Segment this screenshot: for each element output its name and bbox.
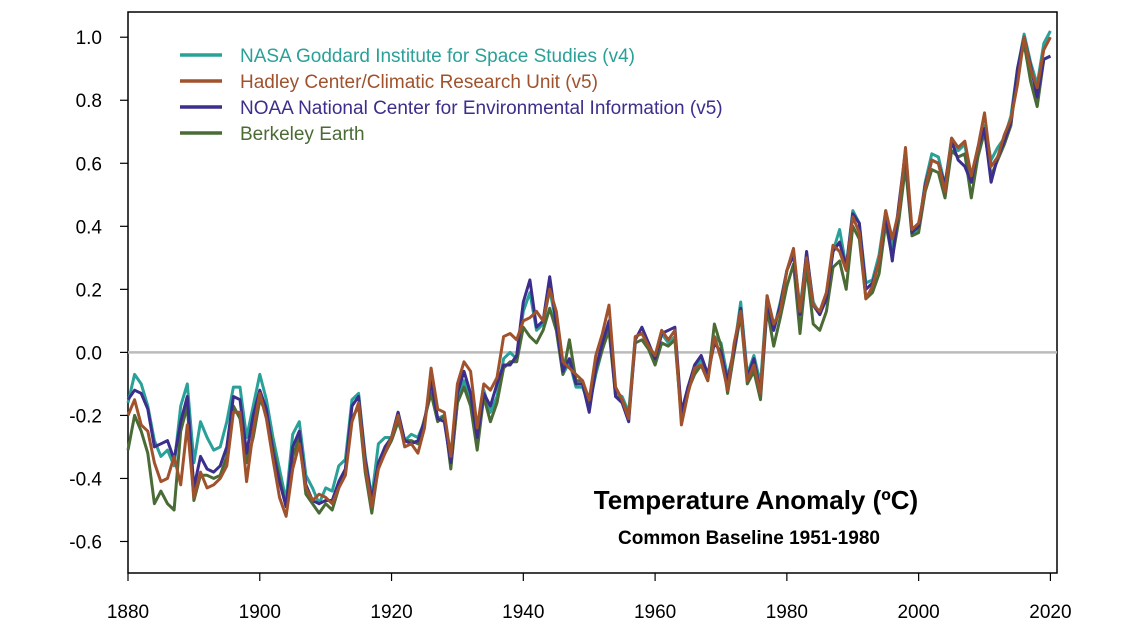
y-tick-label: 0.4 <box>76 217 103 238</box>
x-axis: 1880 1900 1920 1940 1960 1980 2000 2020 <box>107 573 1072 623</box>
x-tick-label: 2000 <box>897 602 939 623</box>
x-tick-label: 1940 <box>502 602 544 623</box>
chart-title: Temperature Anomaly (ºC) <box>594 485 918 515</box>
y-tick-label: -0.6 <box>69 532 102 553</box>
y-tick-label: 0.2 <box>76 280 102 301</box>
y-tick-label: 0.8 <box>76 91 102 112</box>
y-tick-label: 0.0 <box>76 343 102 364</box>
legend-label: Berkeley Earth <box>240 124 365 145</box>
x-tick-label: 1980 <box>766 602 808 623</box>
plot-frame <box>127 11 1058 574</box>
x-tick-label: 1880 <box>107 602 149 623</box>
y-tick-label: 1.0 <box>76 28 102 49</box>
x-tick-label: 1920 <box>370 602 412 623</box>
x-tick-label: 2020 <box>1029 602 1071 623</box>
series-lines <box>126 30 1052 518</box>
y-axis: -0.6 -0.4 -0.2 0.0 0.2 0.4 0.6 0.8 1.0 <box>69 28 128 553</box>
legend-label: NASA Goddard Institute for Space Studies… <box>240 46 635 67</box>
y-tick-label: -0.4 <box>69 469 102 490</box>
series-line-2 <box>126 35 1052 518</box>
x-tick-label: 1960 <box>634 602 676 623</box>
legend-label: Hadley Center/Climatic Research Unit (v5… <box>240 72 598 93</box>
y-tick-label: 0.6 <box>76 154 102 175</box>
y-tick-label: -0.2 <box>69 406 102 427</box>
legend-label: NOAA National Center for Environmental I… <box>240 98 723 119</box>
x-tick-label: 1900 <box>239 602 281 623</box>
legend: NASA Goddard Institute for Space Studies… <box>180 46 723 145</box>
chart-subtitle: Common Baseline 1951-1980 <box>618 528 880 549</box>
